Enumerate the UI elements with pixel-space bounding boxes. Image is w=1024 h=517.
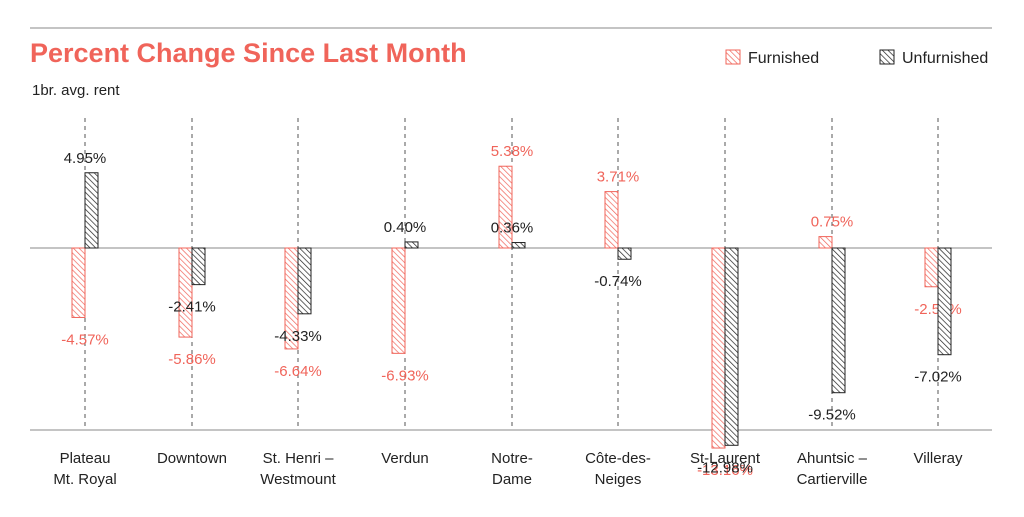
- category-label: Côte-des-Neiges: [585, 450, 651, 488]
- legend: Furnished Unfurnished: [725, 49, 988, 67]
- bar-unfurnished: [511, 242, 526, 249]
- bar-furnished: [604, 191, 619, 249]
- category-label: Downtown: [157, 450, 227, 467]
- bar-furnished: [71, 247, 86, 318]
- data-label-unfurnished: -2.41%: [168, 299, 216, 316]
- category-label: Verdun: [381, 450, 429, 467]
- data-label-unfurnished: -7.02%: [914, 369, 962, 386]
- bar-furnished: [391, 247, 406, 354]
- legend-label-furnished: Furnished: [748, 50, 819, 67]
- bar-unfurnished: [191, 247, 206, 286]
- data-label-furnished: 0.75%: [811, 214, 854, 231]
- bar-furnished: [498, 165, 513, 249]
- bar-furnished: [818, 236, 833, 249]
- bar-unfurnished: [84, 172, 99, 249]
- data-label-furnished: 5.38%: [491, 143, 534, 160]
- category-label: Ahuntsic – Cartierville: [797, 450, 868, 488]
- data-label-unfurnished: 0.40%: [384, 219, 427, 236]
- data-label-unfurnished: -9.52%: [808, 407, 856, 424]
- legend-label-unfurnished: Unfurnished: [902, 50, 988, 67]
- bar-furnished: [711, 247, 726, 449]
- data-label-furnished: -13.16%: [697, 462, 753, 479]
- data-label-furnished: -6.64%: [274, 363, 322, 380]
- category-label: Notre-Dame: [491, 450, 533, 488]
- bar-furnished: [178, 247, 193, 338]
- legend-swatch-unfurnished: [879, 49, 895, 65]
- data-label-unfurnished: 0.36%: [491, 220, 534, 237]
- data-label-unfurnished: -0.74%: [594, 273, 642, 290]
- chart-title: Percent Change Since Last Month: [30, 38, 467, 68]
- bar-unfurnished: [937, 247, 952, 356]
- bar-unfurnished: [831, 247, 846, 394]
- data-label-furnished: -5.86%: [168, 351, 216, 368]
- data-label-unfurnished: -4.33%: [274, 328, 322, 345]
- data-label-furnished: -4.57%: [61, 331, 109, 348]
- bar-unfurnished: [404, 241, 419, 249]
- category-label: St-Laurent: [690, 450, 761, 467]
- bar-unfurnished: [724, 247, 739, 446]
- chart-subtitle: 1br. avg. rent: [32, 82, 120, 99]
- legend-swatch-furnished: [725, 49, 741, 65]
- category-label: Villeray: [914, 450, 963, 467]
- data-label-furnished: -6.93%: [381, 367, 429, 384]
- category-label: Plateau Mt. Royal: [53, 450, 116, 488]
- data-label-furnished: 3.71%: [597, 169, 640, 186]
- data-label-unfurnished: 4.95%: [64, 150, 107, 167]
- bar-furnished: [924, 247, 939, 288]
- data-label-unfurnished: -12.98%: [697, 459, 753, 476]
- category-label: St. Henri – Westmount: [260, 450, 336, 488]
- bar-unfurnished: [617, 247, 632, 260]
- plot-area: -4.57% -5.86% -6.64% -6.93% 5.38% 3.71% -13.16…: [30, 118, 992, 488]
- bar-unfurnished: [297, 247, 312, 315]
